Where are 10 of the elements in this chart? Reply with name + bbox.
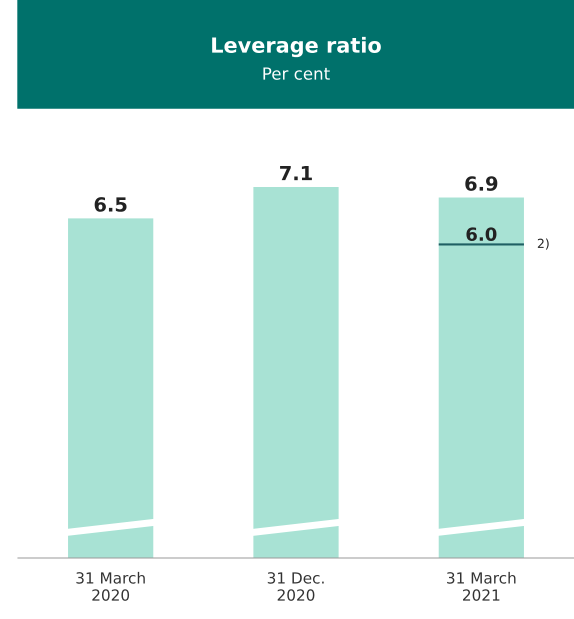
x-tick-label: 31 Dec. 2020 xyxy=(268,572,324,601)
chart-title: Leverage ratio xyxy=(212,36,381,58)
chart-subtitle: Per cent xyxy=(263,67,330,80)
ref-line-label: 6.0 xyxy=(466,227,496,241)
data-label: 7.1 xyxy=(280,166,312,180)
data-label: 6.9 xyxy=(465,176,498,191)
data-label: 6.5 xyxy=(94,197,127,212)
x-tick-label: 31 March 2021 xyxy=(447,572,516,601)
annotation: 2) xyxy=(538,238,549,250)
x-tick-label: 31 March 2020 xyxy=(76,572,145,601)
